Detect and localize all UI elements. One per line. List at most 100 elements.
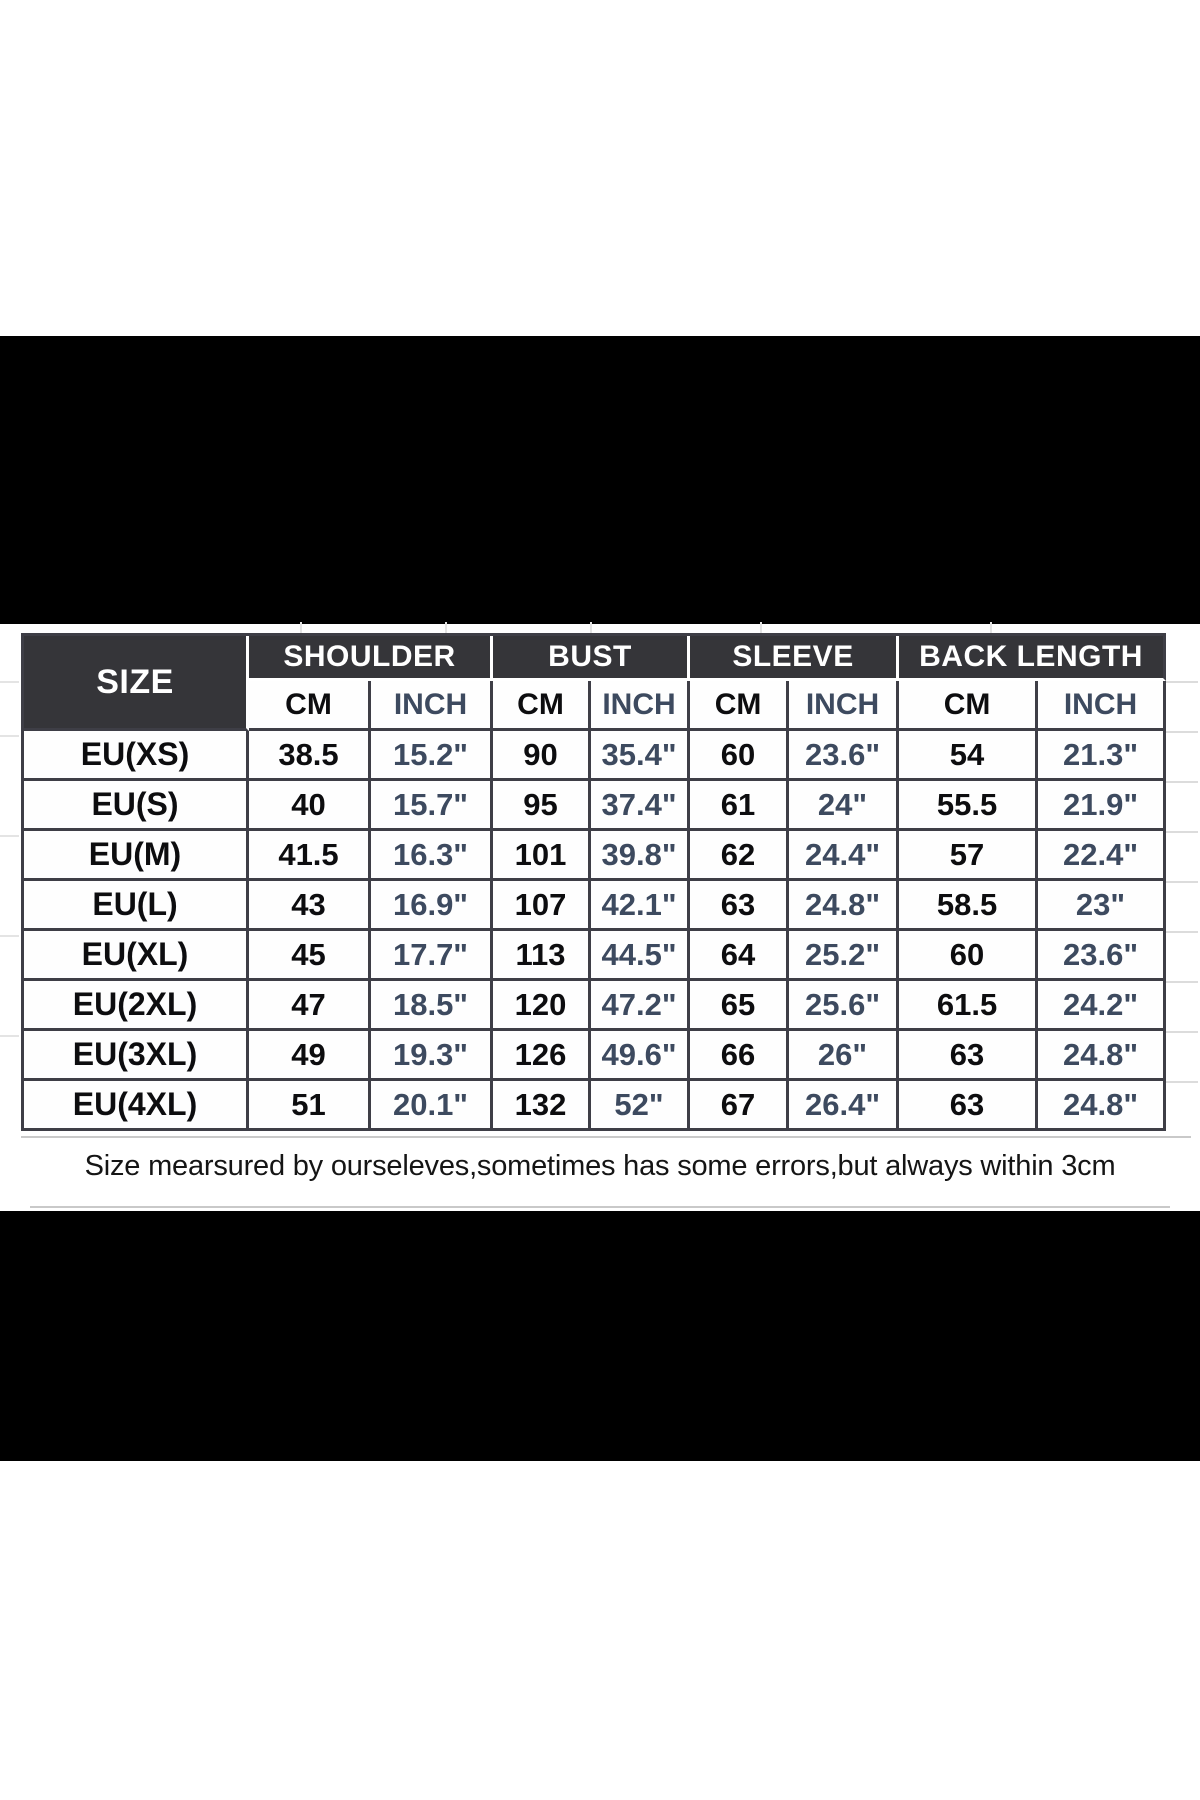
bust-cm-header: CM — [493, 681, 591, 731]
measurement-cell: 24.8" — [1038, 1081, 1167, 1131]
size-column-header: SIZE — [24, 636, 249, 731]
measurement-cell: 65 — [690, 981, 790, 1031]
measurement-cell: 16.3" — [371, 831, 493, 881]
size-cell: EU(S) — [24, 781, 249, 831]
size-cell: EU(4XL) — [24, 1081, 249, 1131]
back-inch-header: INCH — [1038, 681, 1167, 731]
table-row: EU(XS) 38.5 15.2" 90 35.4" 60 23.6" 54 21.3" — [24, 731, 1167, 781]
measurement-cell: 25.2" — [789, 931, 900, 981]
measurement-cell: 39.8" — [591, 831, 691, 881]
size-cell: EU(3XL) — [24, 1031, 249, 1081]
measurement-cell: 55.5 — [899, 781, 1039, 831]
measurement-cell: 38.5 — [249, 731, 371, 781]
sleeve-cm-header: CM — [690, 681, 790, 731]
size-cell: EU(M) — [24, 831, 249, 881]
bust-group-header: BUST — [493, 636, 691, 681]
measurement-cell: 26.4" — [789, 1081, 900, 1131]
gridline — [1166, 1081, 1198, 1083]
measurement-cell: 37.4" — [591, 781, 691, 831]
measurement-cell: 54 — [899, 731, 1039, 781]
sleeve-group-header: SLEEVE — [690, 636, 900, 681]
bottom-black-band — [0, 1211, 1200, 1461]
measurement-cell: 24.2" — [1038, 981, 1167, 1031]
measurement-cell: 15.2" — [371, 731, 493, 781]
group-header-row: SIZE SHOULDER BUST SLEEVE BACK LENGTH — [24, 636, 1167, 731]
measurement-cell: 43 — [249, 881, 371, 931]
top-black-band — [0, 336, 1200, 624]
measurement-cell: 61.5 — [899, 981, 1039, 1031]
table-shadow-line — [21, 1136, 1191, 1138]
measurement-cell: 67 — [690, 1081, 790, 1131]
measurement-cell: 62 — [690, 831, 790, 881]
measurement-cell: 24.4" — [789, 831, 900, 881]
measurement-cell: 126 — [493, 1031, 591, 1081]
size-cell: EU(L) — [24, 881, 249, 931]
gridline — [1166, 881, 1198, 883]
measurement-cell: 60 — [690, 731, 790, 781]
gridline — [1166, 781, 1198, 783]
measurement-cell: 63 — [899, 1031, 1039, 1081]
table-row: EU(M) 41.5 16.3" 101 39.8" 62 24.4" 57 22.4" — [24, 831, 1167, 881]
size-cell: EU(XL) — [24, 931, 249, 981]
gridline — [990, 622, 992, 633]
measurement-cell: 47 — [249, 981, 371, 1031]
measurement-cell: 24.8" — [1038, 1031, 1167, 1081]
size-chart-table: SIZE SHOULDER BUST SLEEVE BACK LENGTH CM… — [21, 633, 1167, 1131]
measurement-cell: 120 — [493, 981, 591, 1031]
measurement-cell: 90 — [493, 731, 591, 781]
measurement-cell: 25.6" — [789, 981, 900, 1031]
measurement-cell: 57 — [899, 831, 1039, 881]
measurement-cell: 18.5" — [371, 981, 493, 1031]
unit-header-row: CM INCH CM INCH CM INCH CM INCH — [24, 681, 1167, 731]
table-row: EU(L) 43 16.9" 107 42.1" 63 24.8" 58.5 23" — [24, 881, 1167, 931]
measurement-cell: 21.3" — [1038, 731, 1167, 781]
measurement-cell: 35.4" — [591, 731, 691, 781]
measurement-cell: 22.4" — [1038, 831, 1167, 881]
measurement-cell: 26" — [789, 1031, 900, 1081]
band-edge-line — [30, 1206, 1170, 1208]
gridline — [1166, 731, 1198, 733]
table-row: EU(3XL) 49 19.3" 126 49.6" 66 26" 63 24.8" — [24, 1031, 1167, 1081]
shoulder-group-header: SHOULDER — [249, 636, 493, 681]
gridline — [300, 622, 302, 633]
measurement-cell: 63 — [690, 881, 790, 931]
gridline — [0, 935, 19, 937]
measurement-cell: 64 — [690, 931, 790, 981]
measurement-cell: 66 — [690, 1031, 790, 1081]
measurement-cell: 23.6" — [1038, 931, 1167, 981]
measurement-cell: 49 — [249, 1031, 371, 1081]
measurement-cell: 61 — [690, 781, 790, 831]
measurement-cell: 45 — [249, 931, 371, 981]
gridline — [590, 622, 592, 633]
sleeve-inch-header: INCH — [789, 681, 900, 731]
measurement-cell: 16.9" — [371, 881, 493, 931]
measurement-cell: 49.6" — [591, 1031, 691, 1081]
measurement-cell: 132 — [493, 1081, 591, 1131]
measurement-cell: 24.8" — [789, 881, 900, 931]
gridline — [1166, 1031, 1198, 1033]
measurement-cell: 44.5" — [591, 931, 691, 981]
measurement-cell: 60 — [899, 931, 1039, 981]
table-row: EU(2XL) 47 18.5" 120 47.2" 65 25.6" 61.5 24.2" — [24, 981, 1167, 1031]
measurement-cell: 41.5 — [249, 831, 371, 881]
measurement-cell: 58.5 — [899, 881, 1039, 931]
measurement-cell: 51 — [249, 1081, 371, 1131]
size-cell: EU(XS) — [24, 731, 249, 781]
measurement-cell: 17.7" — [371, 931, 493, 981]
measurement-cell: 63 — [899, 1081, 1039, 1131]
table-row: EU(4XL) 51 20.1" 132 52" 67 26.4" 63 24.8" — [24, 1081, 1167, 1131]
bust-inch-header: INCH — [591, 681, 691, 731]
measurement-cell: 23.6" — [789, 731, 900, 781]
back-length-group-header: BACK LENGTH — [899, 636, 1167, 681]
gridline — [0, 1035, 19, 1037]
measurement-cell: 101 — [493, 831, 591, 881]
measurement-note: Size mearsured by ourseleves,sometimes h… — [84, 1150, 1116, 1182]
measurement-cell: 95 — [493, 781, 591, 831]
gridline — [0, 835, 19, 837]
gridline — [760, 622, 762, 633]
table-row: EU(S) 40 15.7" 95 37.4" 61 24" 55.5 21.9" — [24, 781, 1167, 831]
measurement-cell: 107 — [493, 881, 591, 931]
shoulder-cm-header: CM — [249, 681, 371, 731]
gridline — [1166, 681, 1198, 683]
